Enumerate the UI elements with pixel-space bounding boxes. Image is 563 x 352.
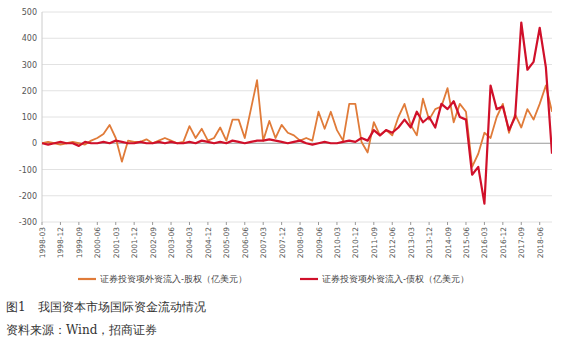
x-tick [502, 222, 503, 225]
grid-line [42, 12, 552, 13]
y-tick-label: 400 [22, 34, 37, 43]
x-tick [281, 222, 282, 225]
x-tick-label: 2000-06 [93, 227, 102, 259]
grid-line [42, 143, 552, 144]
x-tick [78, 222, 79, 225]
grid-line [42, 90, 552, 91]
x-tick-label: 1999-09 [75, 227, 84, 259]
x-tick-label: 2013-03 [407, 227, 416, 259]
x-tick [410, 222, 411, 225]
x-tick [97, 222, 98, 225]
x-tick [152, 222, 153, 225]
x-tick [429, 222, 430, 225]
x-tick [539, 222, 540, 225]
y-tick-label: 200 [22, 87, 37, 96]
x-tick-label: 2016-03 [480, 227, 489, 259]
x-tick [521, 222, 522, 225]
x-tick-label: 2003-06 [167, 227, 176, 259]
y-tick-label: 500 [22, 8, 37, 17]
plot-area [42, 23, 552, 204]
x-tick [42, 222, 43, 225]
x-tick-label: 2012-06 [388, 227, 397, 259]
x-tick [465, 222, 466, 225]
x-tick [355, 222, 356, 225]
x-tick [263, 222, 264, 225]
x-tick-label: 2001-03 [112, 227, 121, 259]
x-tick-label: 2001-12 [130, 227, 139, 259]
grid-line [42, 222, 552, 223]
x-tick-label: 1998-12 [56, 227, 65, 259]
grid-line [42, 64, 552, 65]
x-tick-label: 2008-09 [296, 227, 305, 259]
x-tick-label: 2014-09 [444, 227, 453, 259]
legend-swatch [300, 278, 318, 280]
x-tick-label: 2006-06 [241, 227, 250, 259]
x-tick-label: 2018-06 [536, 227, 545, 259]
x-tick [373, 222, 374, 225]
x-tick-label: 2017-09 [517, 227, 526, 259]
x-tick-label: 2011-09 [370, 227, 379, 259]
x-tick [60, 222, 61, 225]
x-tick-label: 2013-12 [425, 227, 434, 259]
x-tick-label: 2010-12 [351, 227, 360, 259]
x-tick [207, 222, 208, 225]
x-tick-label: 2016-12 [499, 227, 508, 259]
grid-line [42, 38, 552, 39]
x-tick-label: 2004-03 [185, 227, 194, 259]
source: 资料来源：Wind，招商证券 [6, 323, 157, 337]
x-tick [115, 222, 116, 225]
y-tick-label: 100 [22, 113, 37, 122]
series-line [42, 23, 552, 204]
x-tick-label: 2007-12 [278, 227, 287, 259]
chart: -300 -200 -100 0 100 200 300 400 500 1998-03 1998-… [0, 0, 563, 352]
y-axis [42, 12, 43, 222]
y-tick-label: 300 [22, 61, 37, 70]
y-tick-label: -200 [19, 192, 37, 201]
x-tick [447, 222, 448, 225]
x-tick-label: 2010-03 [333, 227, 342, 259]
x-tick [226, 222, 227, 225]
x-tick-label: 1998-03 [38, 227, 47, 259]
grid-line [42, 195, 552, 196]
x-tick [189, 222, 190, 225]
y-tick-label: -100 [19, 166, 37, 175]
legend-label: 证券投资项外资流入-股权（亿美元） [100, 274, 247, 284]
x-tick [484, 222, 485, 225]
x-tick [336, 222, 337, 225]
x-tick-label: 2004-12 [204, 227, 213, 259]
grid-line [42, 117, 552, 118]
x-tick-label: 2015-06 [462, 227, 471, 259]
title: 图1 我国资本市场国际资金流动情况 [6, 300, 206, 314]
x-tick [171, 222, 172, 225]
series-line [42, 80, 552, 167]
y-tick-label: -300 [19, 218, 37, 227]
x-tick-label: 2007-03 [259, 227, 268, 259]
x-tick [300, 222, 301, 225]
x-tick [392, 222, 393, 225]
x-tick [318, 222, 319, 225]
y-tick-label: 0 [32, 139, 37, 148]
legend-label: 证券投资项外资流入-债权（亿美元） [322, 274, 469, 284]
x-tick [244, 222, 245, 225]
x-tick [134, 222, 135, 225]
x-tick-label: 2002-09 [149, 227, 158, 259]
x-tick-label: 2009-06 [315, 227, 324, 259]
legend-swatch [78, 278, 96, 280]
x-tick-label: 2005-09 [222, 227, 231, 259]
